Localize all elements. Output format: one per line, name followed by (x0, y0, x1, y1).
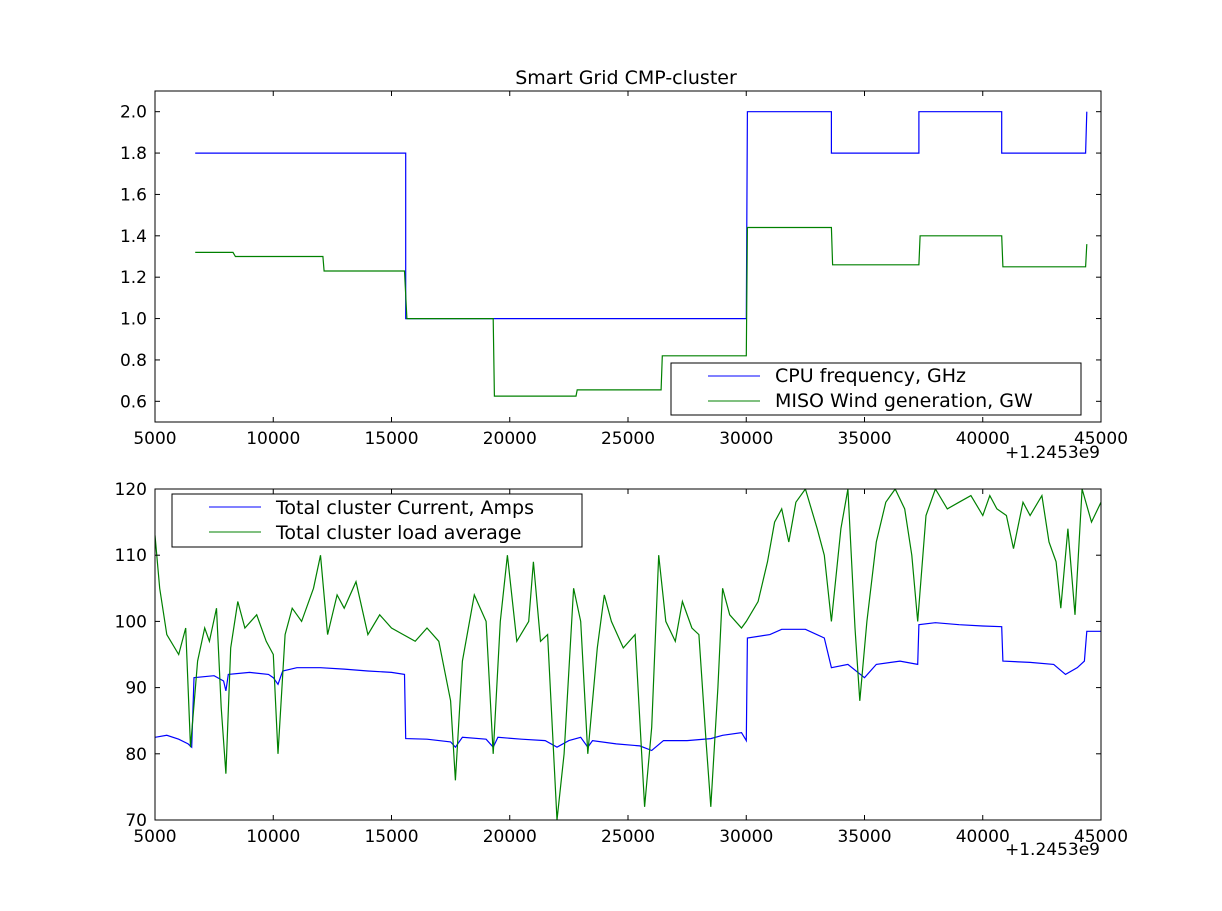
x-tick-label: 10000 (246, 827, 300, 847)
top-plot-area (195, 111, 1088, 397)
x-tick-label: 40000 (956, 827, 1010, 847)
y-tick-label: 1.4 (120, 227, 147, 247)
legend-label-cluster-current: Total cluster Current, Amps (275, 497, 534, 519)
x-tick-label: 15000 (364, 827, 418, 847)
y-tick-label: 1.0 (120, 310, 147, 330)
y-tick-label: 2.0 (120, 103, 147, 123)
x-tick-label: 5000 (133, 827, 176, 847)
y-tick-label: 100 (115, 612, 147, 632)
y-tick-label: 1.8 (120, 144, 147, 164)
x-tick-label: 30000 (719, 827, 773, 847)
y-tick-label: 120 (115, 480, 147, 500)
bottom-legend-frame (171, 493, 583, 548)
y-tick-label: 0.8 (120, 351, 147, 371)
bottom-x-ticks: 5000 10000 15000 20000 25000 30000 35000 40000 4… (133, 489, 1128, 847)
x-tick-label: 25000 (601, 429, 655, 449)
y-tick-label: 0.6 (120, 392, 147, 412)
x-tick-label: 35000 (837, 429, 891, 449)
x-tick-label: 20000 (483, 429, 537, 449)
x-tick-label: 25000 (601, 827, 655, 847)
x-tick-label: 20000 (483, 827, 537, 847)
bottom-x-offset-label: +1.2453e9 (1005, 840, 1100, 860)
y-tick-label: 1.2 (120, 268, 147, 288)
x-tick-label: 15000 (364, 429, 418, 449)
top-legend: CPU frequency, GHz MISO Wind generation,… (670, 362, 1082, 416)
bottom-legend: Total cluster Current, Amps Total cluste… (171, 493, 583, 548)
legend-label-cpu-frequency: CPU frequency, GHz (775, 365, 966, 387)
top-subplot: Smart Grid CMP-cluster 5000 10000 15000 200… (120, 67, 1128, 463)
y-tick-label: 80 (125, 745, 147, 765)
series-line-1 (155, 489, 1101, 820)
top-x-offset-label: +1.2453e9 (1005, 443, 1100, 463)
series-line-0 (195, 111, 1088, 320)
top-legend-frame (670, 362, 1082, 416)
x-tick-label: 10000 (246, 429, 300, 449)
legend-label-load-average: Total cluster load average (275, 522, 522, 544)
x-tick-label: 35000 (837, 827, 891, 847)
top-chart-title: Smart Grid CMP-cluster (515, 67, 737, 89)
x-tick-label: 5000 (133, 429, 176, 449)
x-tick-label: 45000 (1074, 827, 1128, 847)
bottom-y-ticks: 70 80 90 100 110 120 (115, 480, 1101, 831)
y-tick-label: 110 (115, 546, 147, 566)
bottom-subplot: 5000 10000 15000 20000 25000 30000 35000 40000 4… (115, 480, 1129, 860)
series-line-1 (195, 226, 1088, 397)
legend-label-miso-wind: MISO Wind generation, GW (775, 390, 1033, 412)
y-tick-label: 90 (125, 679, 147, 699)
y-tick-label: 1.6 (120, 185, 147, 205)
x-tick-label: 30000 (719, 429, 773, 449)
top-y-ticks: 0.6 0.8 1.0 1.2 1.4 1.6 1.8 2.0 (120, 103, 1101, 412)
top-x-ticks: 5000 10000 15000 20000 25000 30000 35000 40000 4… (133, 91, 1128, 449)
bottom-plot-area (155, 489, 1101, 820)
x-tick-label: 45000 (1074, 429, 1128, 449)
x-tick-label: 40000 (956, 429, 1010, 449)
y-tick-label: 70 (125, 811, 147, 831)
